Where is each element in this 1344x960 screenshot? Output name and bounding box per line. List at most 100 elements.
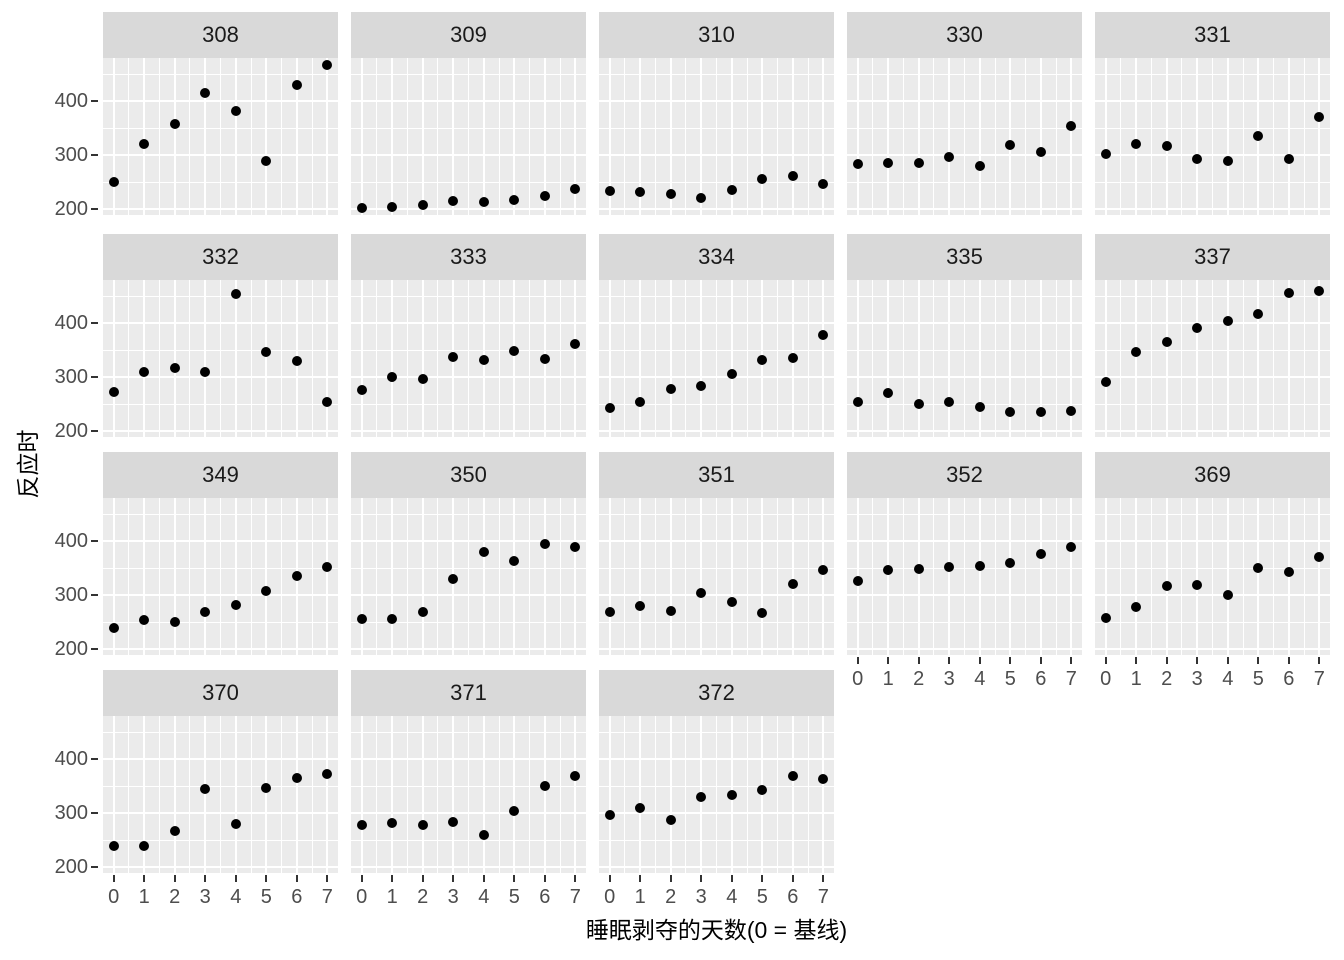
- x-axis-tick-label: 2: [417, 886, 429, 908]
- y-axis-tick-label: 400: [54, 748, 88, 771]
- major-gridline: [948, 58, 951, 215]
- major-gridline: [730, 498, 733, 655]
- major-gridline: [234, 58, 237, 215]
- major-gridline: [1287, 58, 1290, 215]
- facet-label: 352: [946, 462, 983, 487]
- minor-gridline: [1212, 58, 1213, 215]
- data-point: [757, 608, 768, 619]
- major-gridline: [482, 716, 485, 873]
- data-point: [200, 784, 211, 795]
- x-axis-tick-label: 5: [756, 886, 768, 908]
- major-gridline: [513, 498, 516, 655]
- minor-gridline: [128, 716, 130, 873]
- x-tick-mark: [234, 875, 237, 882]
- x-tick-mark: [326, 875, 329, 882]
- data-point: [356, 384, 367, 395]
- data-point: [230, 818, 241, 829]
- major-gridline: [1095, 648, 1330, 651]
- major-gridline: [112, 716, 115, 873]
- major-gridline: [295, 716, 298, 873]
- facet-label: 330: [946, 22, 983, 47]
- x-tick-mark: [1009, 657, 1012, 664]
- minor-gridline: [351, 513, 586, 515]
- minor-gridline: [807, 58, 809, 215]
- x-tick-mark: [1318, 657, 1321, 664]
- major-gridline: [360, 280, 363, 437]
- y-tick-mark: [91, 758, 98, 761]
- facet-panel-349: [103, 498, 338, 655]
- major-gridline: [599, 540, 834, 543]
- major-gridline: [847, 208, 1082, 211]
- minor-gridline: [529, 716, 531, 873]
- data-point: [417, 607, 428, 618]
- minor-gridline: [599, 181, 834, 183]
- facet-panel-370: [103, 716, 338, 873]
- major-gridline: [599, 430, 834, 433]
- minor-gridline: [103, 73, 338, 75]
- facet-label: 308: [202, 22, 239, 47]
- minor-gridline: [847, 73, 1082, 75]
- facet-panel-332: [103, 280, 338, 437]
- minor-gridline: [1181, 58, 1183, 215]
- x-axis-tick-label: 3: [1191, 668, 1203, 690]
- major-gridline: [1135, 280, 1138, 437]
- facet-strip-332: 332: [103, 234, 338, 280]
- facet-panel-372: [599, 716, 834, 873]
- minor-gridline: [654, 280, 656, 437]
- data-point: [108, 841, 119, 852]
- data-point: [478, 830, 489, 841]
- minor-gridline: [559, 280, 561, 437]
- major-gridline: [112, 280, 115, 437]
- data-point: [726, 185, 737, 196]
- minor-gridline: [468, 280, 469, 437]
- data-point: [139, 138, 150, 149]
- major-gridline: [1095, 322, 1330, 325]
- y-tick-mark: [91, 208, 98, 211]
- major-gridline: [1039, 58, 1042, 215]
- minor-gridline: [437, 498, 439, 655]
- major-gridline: [1196, 58, 1199, 215]
- data-point: [696, 792, 707, 803]
- major-gridline: [265, 280, 268, 437]
- x-tick-mark: [856, 657, 859, 664]
- major-gridline: [173, 58, 176, 215]
- facet-label: 334: [698, 244, 735, 269]
- minor-gridline: [1025, 498, 1027, 655]
- major-gridline: [513, 58, 516, 215]
- y-axis-tick-label: 200: [54, 420, 88, 443]
- facet-label: 309: [450, 22, 487, 47]
- minor-gridline: [311, 58, 313, 215]
- data-point: [787, 352, 798, 363]
- major-gridline: [887, 498, 890, 655]
- x-axis-tick-label: 4: [974, 668, 986, 690]
- major-gridline: [574, 280, 577, 437]
- data-point: [665, 383, 676, 394]
- minor-gridline: [468, 498, 469, 655]
- facet-panel-308: [103, 58, 338, 215]
- minor-gridline: [1095, 403, 1330, 405]
- minor-gridline: [777, 58, 779, 215]
- facet-panel-333: [351, 280, 586, 437]
- x-tick-mark: [1070, 657, 1073, 664]
- major-gridline: [351, 648, 586, 651]
- major-gridline: [103, 208, 338, 211]
- minor-gridline: [376, 280, 378, 437]
- x-axis-tick-label: 4: [1222, 668, 1234, 690]
- y-axis-tick-label: 400: [54, 530, 88, 553]
- major-gridline: [608, 280, 611, 437]
- major-gridline: [791, 58, 794, 215]
- data-point: [787, 171, 798, 182]
- data-point: [356, 202, 367, 213]
- data-point: [261, 346, 272, 357]
- data-point: [1100, 613, 1111, 624]
- data-point: [169, 825, 180, 836]
- data-point: [1314, 111, 1325, 122]
- data-point: [169, 617, 180, 627]
- major-gridline: [421, 498, 424, 655]
- data-point: [665, 605, 676, 616]
- data-point: [726, 789, 737, 800]
- y-axis-tick-label: 400: [54, 312, 88, 335]
- x-axis-tick-label: 7: [569, 886, 581, 908]
- major-gridline: [1226, 280, 1229, 437]
- minor-gridline: [777, 280, 779, 437]
